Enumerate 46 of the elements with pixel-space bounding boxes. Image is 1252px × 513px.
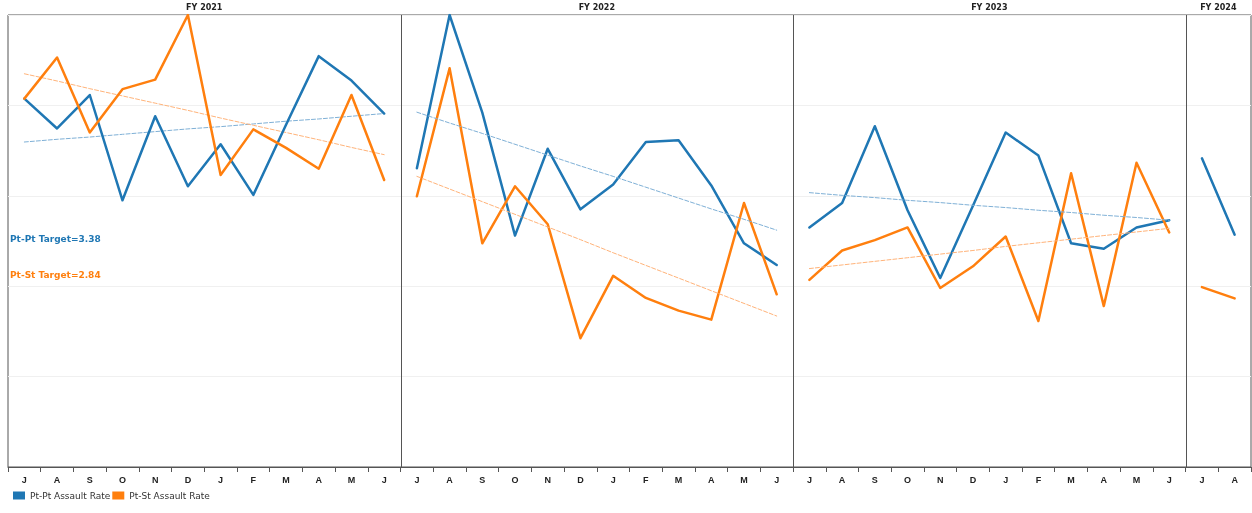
text: FY 2021 bbox=[186, 2, 223, 12]
x-tick-label: S bbox=[871, 474, 878, 485]
x-tick-label: J bbox=[1199, 474, 1205, 485]
x-tick-label: J bbox=[610, 474, 616, 485]
annotation: Pt-St Target=2.84 bbox=[10, 269, 101, 280]
x-tick-label: M bbox=[674, 474, 683, 485]
x-tick-label: N bbox=[151, 474, 159, 485]
x-tick-label: A bbox=[53, 474, 61, 485]
x-tick-label: A bbox=[838, 474, 846, 485]
annotation: Pt-Pt Target=3.38 bbox=[10, 233, 101, 244]
x-tick-label: J bbox=[1003, 474, 1009, 485]
x-tick-label: O bbox=[511, 474, 519, 485]
x-tick-label: A bbox=[446, 474, 454, 485]
x-tick-label: J bbox=[1166, 474, 1172, 485]
x-tick-label: A bbox=[1231, 474, 1239, 485]
x-tick-label: N bbox=[544, 474, 551, 485]
x-tick-label: S bbox=[86, 474, 93, 485]
x-tick-label: M bbox=[347, 474, 356, 485]
x-tick-label: M bbox=[282, 474, 290, 485]
x-tick-label: A bbox=[1100, 474, 1108, 485]
x-tick-label: S bbox=[479, 474, 486, 485]
text: FY 2024 bbox=[1200, 2, 1237, 12]
x-tick-label: J bbox=[218, 474, 224, 485]
x-tick-label: M bbox=[1132, 474, 1141, 485]
x-tick-label: D bbox=[184, 474, 192, 485]
x-tick-label: A bbox=[315, 474, 323, 485]
x-tick-label: F bbox=[250, 474, 257, 485]
x-tick-label: F bbox=[1035, 474, 1042, 485]
x-tick-label: J bbox=[806, 474, 812, 485]
x-tick-label: A bbox=[708, 474, 716, 485]
x-tick-label: J bbox=[414, 474, 420, 485]
legend-label: Pt-Pt Assault Rate bbox=[30, 490, 111, 501]
x-tick-label: D bbox=[577, 474, 585, 485]
x-tick-label: M bbox=[1067, 474, 1075, 485]
text: FY 2022 bbox=[578, 2, 615, 12]
x-tick-label: J bbox=[774, 474, 780, 485]
x-tick-label: O bbox=[118, 474, 126, 485]
x-tick-label: J bbox=[21, 474, 27, 485]
x-tick-label: D bbox=[969, 474, 977, 485]
legend-label: Pt-St Assault Rate bbox=[129, 490, 211, 501]
x-tick-label: N bbox=[937, 474, 944, 485]
x-tick-label: F bbox=[643, 474, 650, 485]
x-tick-label: J bbox=[381, 474, 387, 485]
text: FY 2023 bbox=[971, 2, 1008, 12]
x-tick-label: M bbox=[740, 474, 748, 485]
x-tick-label: O bbox=[904, 474, 912, 485]
